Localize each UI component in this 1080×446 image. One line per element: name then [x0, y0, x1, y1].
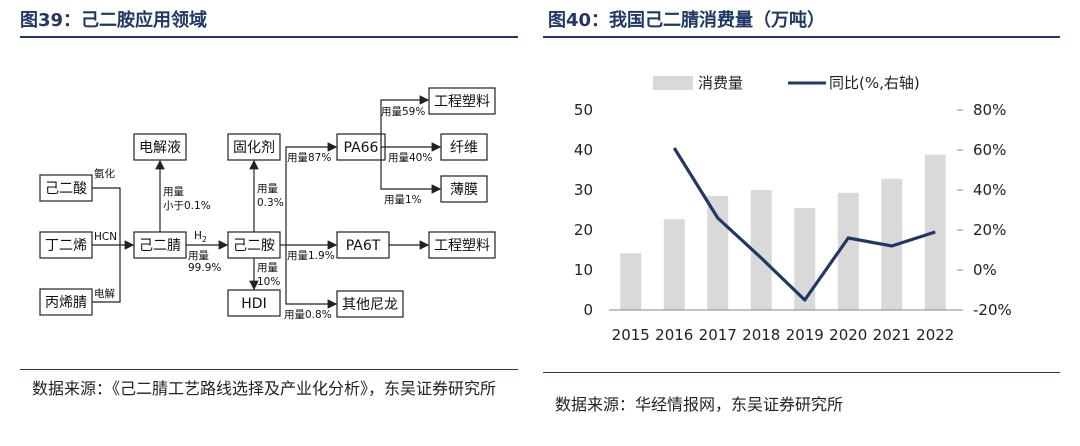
legend-bar-label: 消费量 [698, 74, 743, 92]
consumption-bar [663, 219, 685, 310]
node-film: 薄膜 [440, 175, 488, 203]
label-ammoniation: 氨化 [94, 167, 115, 180]
right-axis-tick-label: 40% [973, 181, 1006, 199]
consumption-bar [794, 208, 816, 310]
left-axis-tick-label: 20 [574, 221, 593, 239]
label-plastic-use: 用量59% [381, 106, 425, 118]
hmda-application-diagram: 己二酸 丁二烯 丙烯腈 氨化 HCN 电解 己二腈 电解液 用量 小于0.1% … [39, 87, 496, 321]
node-eng-plastic-1: 工程塑料 [428, 87, 496, 115]
node-fiber: 纤维 [440, 133, 488, 161]
label-elec-use-2: 小于0.1% [163, 200, 211, 212]
label-other-use: 用量0.8% [284, 309, 332, 321]
edge-acrylonitrile [92, 245, 121, 303]
label-electrolysis: 电解 [94, 287, 115, 300]
node-hmda-label: 己二胺 [233, 238, 275, 254]
label-hdi-use-2: 10% [257, 276, 280, 288]
node-hdi: HDI [227, 289, 281, 317]
left-axis-tick-label: 0 [583, 301, 593, 319]
edge-pa66-to-plastic [380, 95, 430, 148]
left-source-rule [20, 369, 518, 370]
edge-adipic [92, 187, 121, 245]
label-curing-use-1: 用量 [257, 183, 278, 195]
yoy-growth-line [672, 147, 936, 302]
right-axis-tick-label: 0% [973, 261, 997, 279]
node-film-label: 薄膜 [450, 182, 478, 198]
node-other-nylon-label: 其他尼龙 [342, 297, 398, 313]
label-pa66-use: 用量87% [287, 152, 331, 164]
label-elec-use-1: 用量 [163, 186, 184, 198]
consumption-bar [837, 192, 859, 310]
consumption-chart: 消费量 同比(%,右轴) 0 10 20 30 40 50 -20% 0% 20% 40% 60%… [574, 74, 1012, 344]
label-hdi-use-1: 用量 [257, 262, 278, 274]
edge-hmda-to-pa66 [280, 142, 338, 246]
x-axis-tick-label: 2015 [612, 326, 650, 344]
node-pa66: PA66 [336, 133, 386, 161]
node-pa66-label: PA66 [344, 140, 379, 156]
x-axis-tick-label: 2018 [742, 326, 780, 344]
node-fiber-label: 纤维 [450, 140, 478, 156]
left-source-text: 数据来源：《己二腈工艺路线选择及产业化分析》，东吴证券研究所 [32, 379, 497, 398]
label-film-use: 用量1% [384, 194, 422, 206]
node-eng-plastic-1-label: 工程塑料 [434, 94, 490, 110]
label-curing-use-2: 0.3% [257, 197, 284, 209]
x-axis-tick-label: 2021 [873, 326, 911, 344]
node-acrylonitrile-label: 丙烯腈 [45, 295, 87, 311]
node-other-nylon: 其他尼龙 [336, 290, 404, 318]
node-adipic-acid: 己二酸 [39, 174, 93, 202]
left-title-rule [20, 36, 518, 38]
left-figure-title: 图39：己二胺应用领域 [20, 10, 208, 31]
legend-line-label: 同比(%,右轴) [829, 74, 920, 92]
label-hcn: HCN [94, 231, 117, 243]
x-axis-tick-label: 2017 [699, 326, 737, 344]
node-hmda: 己二胺 [227, 231, 281, 259]
node-hdi-label: HDI [241, 296, 266, 312]
edge-hmda-to-other [285, 245, 338, 309]
legend-bar-swatch [653, 76, 693, 90]
x-axis-tick-label: 2020 [829, 326, 867, 344]
consumption-bar [707, 196, 729, 310]
node-butadiene-label: 丁二烯 [45, 238, 87, 254]
node-eng-plastic-2: 工程塑料 [428, 231, 496, 259]
right-axis-tick-label: 60% [973, 141, 1006, 159]
label-h2: H2 [194, 230, 207, 244]
right-source-text: 数据来源：华经情报网，东吴证券研究所 [555, 395, 844, 414]
node-adiponitrile: 己二腈 [133, 231, 187, 259]
right-source-rule [543, 372, 1060, 373]
node-curing-agent: 固化剂 [227, 133, 281, 161]
node-electrolyte: 电解液 [133, 133, 187, 161]
label-pa6t-use: 用量1.9% [287, 250, 335, 262]
right-figure-title: 图40：我国己二腈消费量（万吨） [548, 10, 826, 31]
x-axis-tick-label: 2022 [916, 326, 954, 344]
consumption-bar [620, 253, 642, 310]
node-eng-plastic-2-label: 工程塑料 [434, 238, 490, 254]
node-pa6t-label: PA6T [346, 238, 381, 254]
label-adn-use-2: 99.9% [188, 262, 221, 274]
left-axis-tick-label: 30 [574, 181, 593, 199]
label-adn-use-1: 用量 [188, 250, 209, 262]
left-axis-tick-label: 10 [574, 261, 593, 279]
node-electrolyte-label: 电解液 [139, 140, 181, 156]
node-curing-agent-label: 固化剂 [233, 140, 275, 156]
right-title-rule [543, 36, 1060, 38]
right-axis-tick-label: 80% [973, 101, 1006, 119]
right-axis-tick-label: 20% [973, 221, 1006, 239]
consumption-bar [750, 190, 772, 310]
x-axis-tick-label: 2019 [786, 326, 824, 344]
edge-pa66-to-film [380, 147, 442, 194]
node-adipic-acid-label: 己二酸 [45, 181, 87, 197]
left-axis-tick-label: 50 [574, 101, 593, 119]
node-acrylonitrile: 丙烯腈 [39, 288, 93, 316]
node-pa6t: PA6T [336, 231, 390, 259]
x-axis-tick-label: 2016 [655, 326, 693, 344]
label-fiber-use: 用量40% [388, 152, 432, 164]
node-butadiene: 丁二烯 [39, 231, 93, 259]
node-adiponitrile-label: 己二腈 [139, 238, 181, 254]
right-axis-tick-label: -20% [973, 301, 1012, 319]
left-axis-tick-label: 40 [574, 141, 593, 159]
